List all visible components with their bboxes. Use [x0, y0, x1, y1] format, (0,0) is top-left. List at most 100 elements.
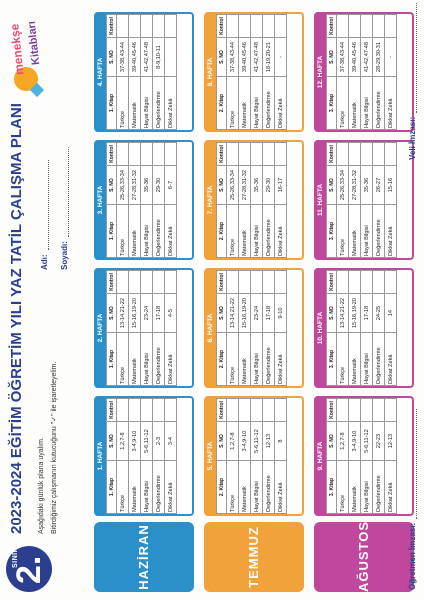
plan-header: 2. SINIF 2023-2024 EĞİTİM ÖĞRETİM YILI Y… — [0, 0, 82, 600]
subject-cell: Hayat Bilgisi — [250, 460, 263, 514]
check-box[interactable] — [226, 14, 239, 38]
check-box[interactable] — [336, 270, 349, 294]
parent-signature[interactable]: Veli İmzası: — [408, 2, 417, 160]
check-box[interactable] — [250, 270, 263, 294]
check-box[interactable] — [140, 270, 153, 294]
check-box[interactable] — [164, 14, 177, 38]
check-column-header: Kontrol — [106, 14, 117, 38]
check-box[interactable] — [274, 142, 287, 166]
check-box[interactable] — [384, 14, 397, 38]
check-box[interactable] — [116, 14, 129, 38]
check-box[interactable] — [238, 270, 251, 294]
subject-cell: Dikkat Zekâ — [384, 332, 397, 386]
check-box[interactable] — [238, 142, 251, 166]
check-box[interactable] — [152, 398, 165, 422]
check-box[interactable] — [348, 142, 361, 166]
table-row: Türkçe 13-14,21-22 — [116, 270, 129, 386]
table-row: Hayat Bilgisi 23-24 — [140, 270, 153, 386]
check-box[interactable] — [116, 270, 129, 294]
check-box[interactable] — [128, 14, 141, 38]
check-box[interactable] — [372, 14, 385, 38]
check-box[interactable] — [274, 398, 287, 422]
table-row: Dikkat Zekâ 9-10 — [274, 270, 287, 386]
page-cell: 3-4 — [164, 421, 177, 461]
check-box[interactable] — [384, 270, 397, 294]
surname-field[interactable]: Soyadı: — [60, 147, 69, 270]
check-box[interactable] — [274, 14, 287, 38]
table-row: Hayat Bilgisi 5-6,11-12 — [250, 398, 263, 514]
check-box[interactable] — [238, 14, 251, 38]
table-row: Hayat Bilgisi 5-6,11-12 — [140, 398, 153, 514]
check-box[interactable] — [262, 142, 275, 166]
check-box[interactable] — [250, 142, 263, 166]
check-box[interactable] — [140, 142, 153, 166]
table-row: Hayat Bilgisi 35-36 — [250, 142, 263, 258]
check-box[interactable] — [238, 398, 251, 422]
check-box[interactable] — [262, 270, 275, 294]
check-box[interactable] — [262, 14, 275, 38]
check-box[interactable] — [164, 270, 177, 294]
check-box[interactable] — [250, 14, 263, 38]
table-row: Matematik 15-16,19-20 — [238, 270, 251, 386]
check-box[interactable] — [336, 142, 349, 166]
check-box[interactable] — [116, 398, 129, 422]
check-box[interactable] — [336, 398, 349, 422]
check-box[interactable] — [360, 142, 373, 166]
check-box[interactable] — [274, 270, 287, 294]
check-box[interactable] — [372, 142, 385, 166]
week-table: 2. Kitap S. NO Kontrol Türkçe 25-26,33-34 Mat… — [216, 142, 287, 258]
check-box[interactable] — [384, 398, 397, 422]
check-box[interactable] — [164, 398, 177, 422]
teacher-signature[interactable]: Öğretmen İmzası: — [408, 408, 417, 590]
check-box[interactable] — [164, 142, 177, 166]
week-card: 9. HAFTA 3. Kitap S. NO Kontrol Türkçe 1,2,7-… — [314, 396, 414, 516]
subject-cell: Türkçe — [336, 76, 349, 130]
week-title: 3. HAFTA — [96, 142, 106, 258]
page-cell: 15-16,19-20 — [238, 293, 251, 333]
check-box[interactable] — [336, 14, 349, 38]
page-cell: 25-26,33-34 — [336, 165, 349, 205]
subject-cell: Türkçe — [336, 460, 349, 514]
check-box[interactable] — [226, 270, 239, 294]
check-box[interactable] — [384, 142, 397, 166]
table-header-row: 1. Kitap S. NO Kontrol — [106, 14, 117, 130]
page-cell: 5-6,11-12 — [140, 421, 153, 461]
check-box[interactable] — [128, 398, 141, 422]
check-box[interactable] — [226, 398, 239, 422]
check-box[interactable] — [152, 270, 165, 294]
check-box[interactable] — [360, 270, 373, 294]
check-box[interactable] — [262, 398, 275, 422]
page-cell: 4-5 — [164, 293, 177, 333]
check-box[interactable] — [226, 142, 239, 166]
subject-cell: Değerlendirme — [152, 76, 165, 130]
check-box[interactable] — [372, 270, 385, 294]
subject-cell: Türkçe — [336, 204, 349, 258]
week-card: 7. HAFTA 2. Kitap S. NO Kontrol Türkçe 25-26,… — [204, 140, 304, 260]
week-title: 9. HAFTA — [316, 398, 326, 514]
check-box[interactable] — [116, 142, 129, 166]
table-row: Dikkat Zekâ - — [384, 14, 397, 130]
check-box[interactable] — [152, 142, 165, 166]
page-cell: 23-24 — [250, 293, 263, 333]
check-box[interactable] — [348, 398, 361, 422]
check-box[interactable] — [140, 14, 153, 38]
check-box[interactable] — [250, 398, 263, 422]
name-field[interactable]: Adı: — [40, 160, 49, 270]
check-box[interactable] — [128, 142, 141, 166]
subject-cell: Matematik — [128, 204, 141, 258]
check-box[interactable] — [372, 398, 385, 422]
check-box[interactable] — [140, 398, 153, 422]
check-box[interactable] — [360, 398, 373, 422]
table-row: Matematik 27-28,31-32 — [238, 142, 251, 258]
table-row: Dikkat Zekâ 15-16 — [384, 142, 397, 258]
check-box[interactable] — [348, 14, 361, 38]
week-card: 5. HAFTA 2. Kitap S. NO Kontrol Türkçe 1,2,7-… — [204, 396, 304, 516]
book-column-header: 1. Kitap — [106, 204, 117, 258]
table-row: Dikkat Zekâ - — [274, 14, 287, 130]
check-box[interactable] — [128, 270, 141, 294]
check-box[interactable] — [348, 270, 361, 294]
check-box[interactable] — [360, 14, 373, 38]
check-box[interactable] — [152, 14, 165, 38]
page-column-header: S. NO — [106, 37, 117, 77]
subject-cell: Hayat Bilgisi — [140, 332, 153, 386]
